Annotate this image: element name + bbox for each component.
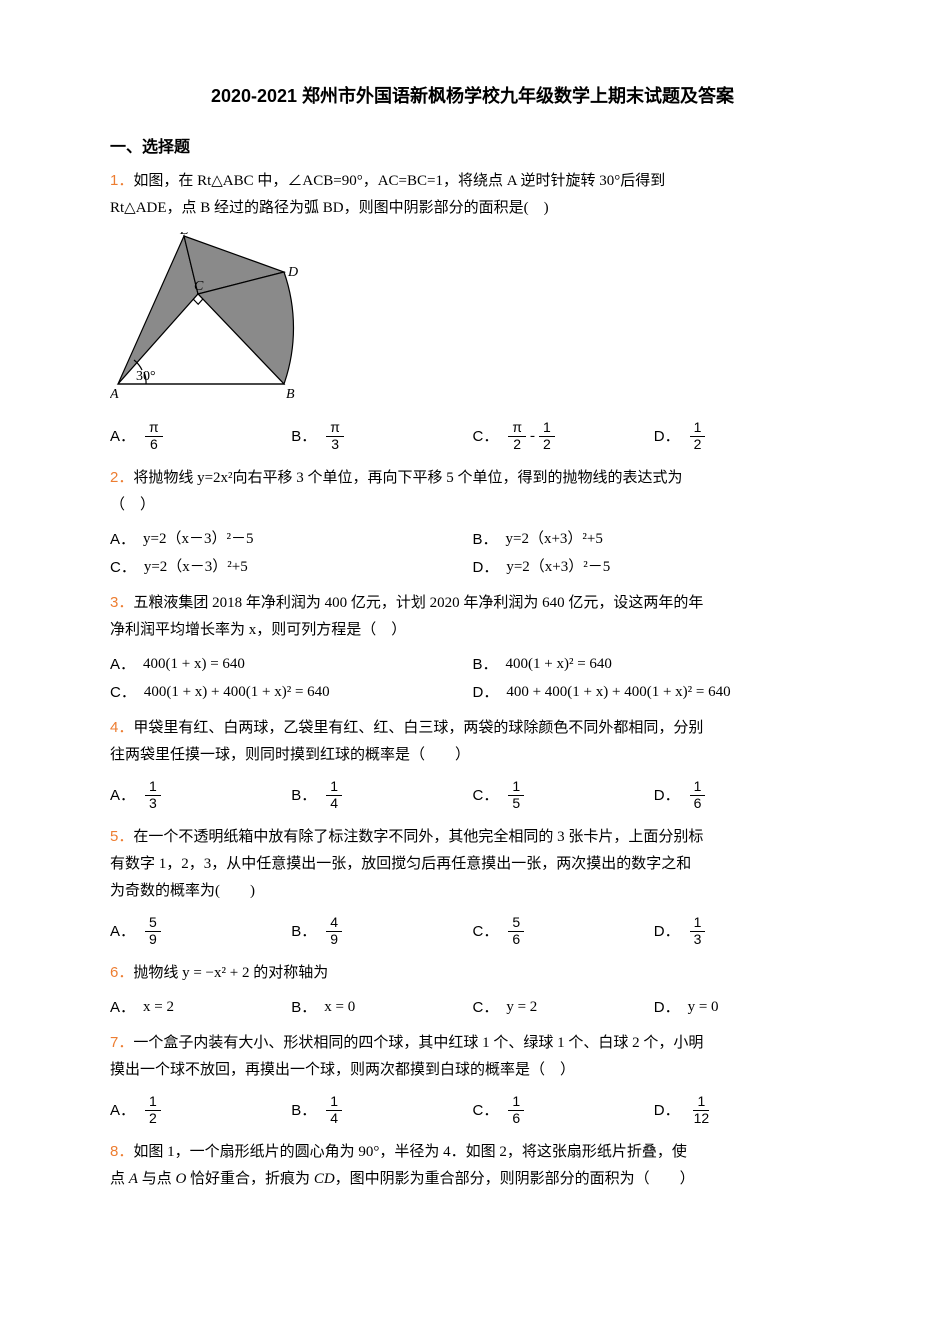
q5-text-a: 在一个不透明纸箱中放有除了标注数字不同外，其他完全相同的 3 张卡片，上面分别标	[133, 829, 703, 845]
exam-title: 2020-2021 郑州市外国语新枫杨学校九年级数学上期末试题及答案	[110, 80, 835, 112]
q3-number: 3．	[110, 594, 133, 611]
q2-option-c: C．y=2（x－3）²+5	[110, 553, 473, 581]
svg-text:D: D	[287, 265, 298, 280]
q3-text-b: 净利润平均增长率为 x，则可列方程是（ ）	[110, 622, 406, 638]
q5-text-c: 为奇数的概率为( )	[110, 883, 255, 899]
q6-option-d: D．y = 0	[654, 993, 835, 1021]
q2-b-text: y=2（x+3）²+5	[506, 526, 603, 553]
q7-option-c: C．16	[473, 1090, 654, 1130]
q7-text-b: 摸出一个球不放回，再摸出一个球，则两次都摸到白球的概率是（ ）	[110, 1062, 575, 1078]
q2-a-text: y=2（x－3）²－5	[143, 526, 253, 553]
q6-option-c: C．y = 2	[473, 993, 654, 1021]
q3-d: 400 + 400(1 + x) + 400(1 + x)² = 640	[506, 679, 730, 706]
q4-option-a: A．13	[110, 775, 291, 815]
q3-options: A．400(1 + x) = 640 B．400(1 + x)² = 640 C…	[110, 650, 835, 706]
q3-b: 400(1 + x)² = 640	[506, 651, 612, 678]
q1-d-frac: 12	[690, 420, 706, 452]
q4-option-c: C．15	[473, 775, 654, 815]
question-8: 8．如图 1，一个扇形纸片的圆心角为 90°，半径为 4．如图 2，将这张扇形纸…	[110, 1138, 835, 1193]
q7-option-a: A．12	[110, 1090, 291, 1130]
q1-c-frac1: π2	[508, 420, 526, 452]
question-5: 5．在一个不透明纸箱中放有除了标注数字不同外，其他完全相同的 3 张卡片，上面分…	[110, 823, 835, 905]
q3-option-a: A．400(1 + x) = 640	[110, 650, 473, 678]
q5-option-a: A．59	[110, 911, 291, 951]
rotation-triangle-figure: E D C A B 30°	[110, 232, 320, 400]
q5-text-b: 有数字 1，2，3，从中任意摸出一张，放回搅匀后再任意摸出一张，两次摸出的数字之…	[110, 856, 691, 872]
q7-options: A．12 B．14 C．16 D．112	[110, 1090, 835, 1130]
question-7: 7．一个盒子内装有大小、形状相同的四个球，其中红球 1 个、绿球 1 个、白球 …	[110, 1029, 835, 1084]
q1-option-d: D． 12	[654, 416, 835, 456]
q1-number: 1．	[110, 172, 133, 189]
section-1-header: 一、选择题	[110, 134, 835, 163]
q2-text-a: 将抛物线 y=2x²向右平移 3 个单位，再向下平移 5 个单位，得到的抛物线的…	[133, 470, 682, 486]
q2-options: A．y=2（x－3）²－5 B．y=2（x+3）²+5 C．y=2（x－3）²+…	[110, 525, 835, 581]
q3-a: 400(1 + x) = 640	[143, 651, 245, 678]
q1-option-b: B． π3	[291, 416, 472, 456]
q2-d-text: y=2（x+3）²－5	[506, 554, 610, 581]
svg-text:C: C	[194, 279, 204, 294]
question-1: 1．如图，在 Rt△ABC 中，∠ACB=90°，AC=BC=1，将绕点 A 逆…	[110, 167, 835, 222]
q7-text-a: 一个盒子内装有大小、形状相同的四个球，其中红球 1 个、绿球 1 个、白球 2 …	[133, 1035, 703, 1051]
q4-text-b: 往两袋里任摸一球，则同时摸到红球的概率是（ ）	[110, 747, 470, 763]
q4-option-d: D．16	[654, 775, 835, 815]
q1-text-b: Rt△ADE，点 B 经过的路径为弧 BD，则图中阴影部分的面积是( )	[110, 200, 549, 216]
question-4: 4．甲袋里有红、白两球，乙袋里有红、红、白三球，两袋的球除颜色不同外都相同，分别…	[110, 714, 835, 769]
q1-c-sep: -	[530, 423, 535, 450]
q6-text: 抛物线 y = −x² + 2 的对称轴为	[133, 965, 328, 981]
q3-option-d: D．400 + 400(1 + x) + 400(1 + x)² = 640	[473, 678, 836, 706]
q4-options: A．13 B．14 C．15 D．16	[110, 775, 835, 815]
q7-option-d: D．112	[654, 1090, 835, 1130]
q5-options: A．59 B．49 C．56 D．13	[110, 911, 835, 951]
q3-text-a: 五粮液集团 2018 年净利润为 400 亿元，计划 2020 年净利润为 64…	[133, 595, 703, 611]
q5-option-c: C．56	[473, 911, 654, 951]
q8-text-a: 如图 1，一个扇形纸片的圆心角为 90°，半径为 4．如图 2，将这张扇形纸片折…	[133, 1144, 687, 1160]
q4-option-b: B．14	[291, 775, 472, 815]
opt-label-d: D．	[654, 423, 680, 450]
q4-number: 4．	[110, 719, 133, 736]
q8-text-b: 点 A 与点 O 恰好重合，折痕为 CD，图中阴影为重合部分，则阴影部分的面积为…	[110, 1171, 695, 1187]
q6-option-a: A．x = 2	[110, 993, 291, 1021]
q2-number: 2．	[110, 469, 133, 486]
q7-option-b: B．14	[291, 1090, 472, 1130]
q1-b-frac: π3	[326, 420, 344, 452]
q1-options: A． π6 B． π3 C． π2 - 12 D． 12	[110, 416, 835, 456]
q6-number: 6．	[110, 964, 133, 981]
q3-c: 400(1 + x) + 400(1 + x)² = 640	[144, 679, 330, 706]
svg-text:B: B	[286, 387, 295, 400]
q2-option-d: D．y=2（x+3）²－5	[473, 553, 836, 581]
q5-option-b: B．49	[291, 911, 472, 951]
opt-label-a: A．	[110, 423, 135, 450]
q1-option-c: C． π2 - 12	[473, 416, 654, 456]
q1-c-frac2: 12	[539, 420, 555, 452]
opt-label-c: C．	[473, 423, 499, 450]
q1-text-a: 如图，在 Rt△ABC 中，∠ACB=90°，AC=BC=1，将绕点 A 逆时针…	[133, 173, 665, 189]
q5-number: 5．	[110, 828, 133, 845]
q3-option-b: B．400(1 + x)² = 640	[473, 650, 836, 678]
q5-option-d: D．13	[654, 911, 835, 951]
q1-a-frac: π6	[145, 420, 163, 452]
q2-c-text: y=2（x－3）²+5	[144, 554, 248, 581]
q6-options: A．x = 2 B．x = 0 C．y = 2 D．y = 0	[110, 993, 835, 1021]
q8-number: 8．	[110, 1143, 133, 1160]
question-3: 3．五粮液集团 2018 年净利润为 400 亿元，计划 2020 年净利润为 …	[110, 589, 835, 644]
svg-text:30°: 30°	[136, 369, 156, 384]
q2-text-b: （ ）	[110, 497, 155, 513]
q4-text-a: 甲袋里有红、白两球，乙袋里有红、红、白三球，两袋的球除颜色不同外都相同，分别	[133, 720, 703, 736]
q1-diagram: E D C A B 30°	[110, 232, 835, 410]
question-6: 6．抛物线 y = −x² + 2 的对称轴为	[110, 959, 835, 987]
q3-option-c: C．400(1 + x) + 400(1 + x)² = 640	[110, 678, 473, 706]
svg-text:A: A	[110, 387, 119, 400]
q7-number: 7．	[110, 1034, 133, 1051]
q1-option-a: A． π6	[110, 416, 291, 456]
q2-option-b: B．y=2（x+3）²+5	[473, 525, 836, 553]
opt-label-b: B．	[291, 423, 316, 450]
question-2: 2．将抛物线 y=2x²向右平移 3 个单位，再向下平移 5 个单位，得到的抛物…	[110, 464, 835, 519]
q2-option-a: A．y=2（x－3）²－5	[110, 525, 473, 553]
q6-option-b: B．x = 0	[291, 993, 472, 1021]
svg-text:E: E	[179, 232, 189, 238]
